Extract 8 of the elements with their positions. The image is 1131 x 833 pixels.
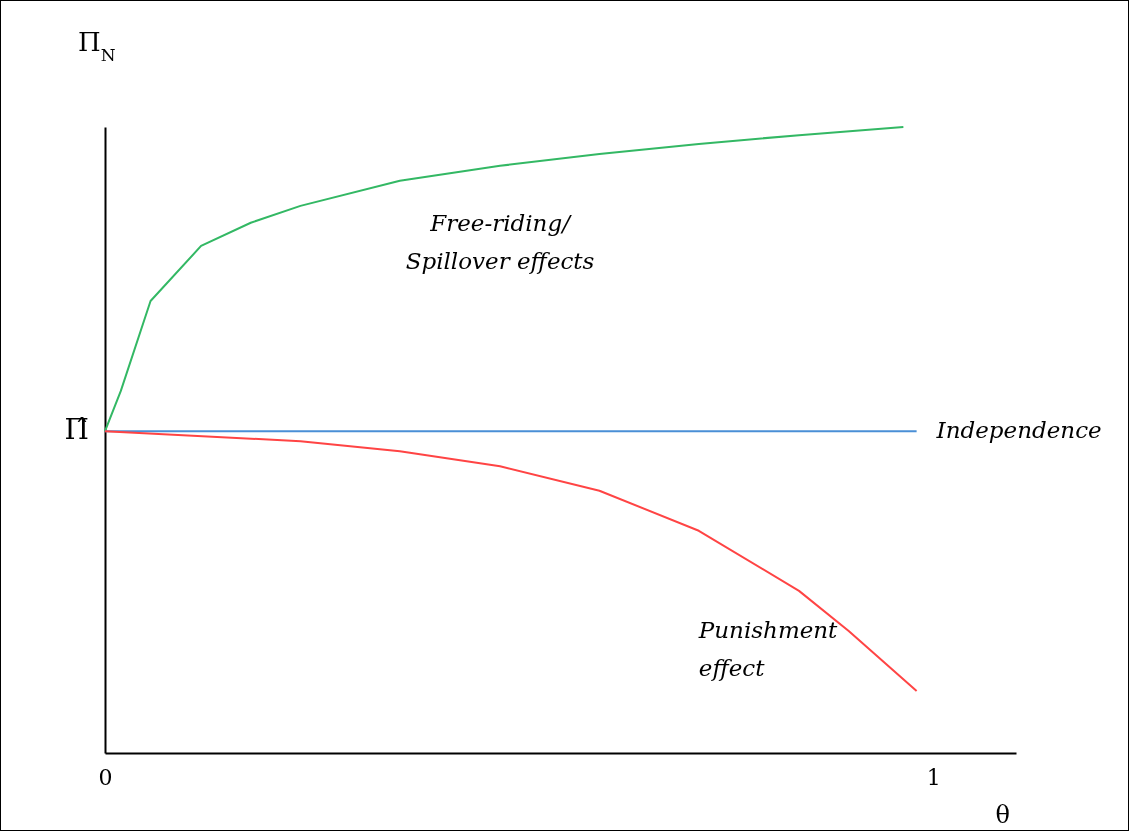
series-label: Independence <box>935 417 1102 444</box>
x-tick-label: 1 <box>926 764 941 790</box>
x-axis-title: θ <box>995 800 1010 829</box>
series-label: Punishment effect <box>697 616 839 681</box>
series-label: Free-riding/ Spillover effects <box>405 209 595 274</box>
x-tick-label: 0 <box>98 764 113 790</box>
y-axis-title: Π$_{N}$ <box>78 26 116 65</box>
annotation: Π̂ <box>64 413 89 447</box>
